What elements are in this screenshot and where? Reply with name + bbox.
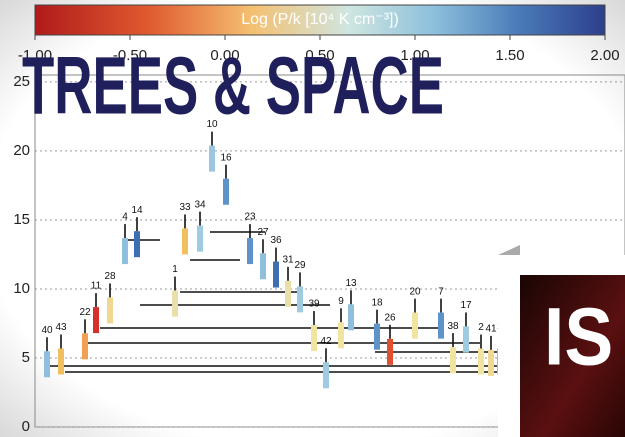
y-tick-label: 15	[13, 211, 30, 228]
leaf-label: 9	[338, 296, 344, 307]
leaf-segment	[478, 349, 484, 375]
leaf-segment	[273, 262, 279, 288]
leaf-label: 16	[220, 152, 232, 163]
leaf-label: 26	[384, 312, 396, 323]
leaf-segment	[450, 347, 456, 373]
leaf-label: 23	[244, 212, 256, 223]
leaf-label: 34	[194, 199, 206, 210]
leaf-segment	[247, 238, 253, 264]
leaf-label: 43	[55, 322, 67, 333]
inset-text: IS I	[544, 292, 625, 383]
y-tick-label: 20	[13, 142, 30, 159]
colorbar-tick-label: 2.00	[590, 47, 619, 64]
leaf-segment	[338, 322, 344, 348]
leaf-segment	[44, 351, 50, 377]
leaf-label: 42	[320, 336, 332, 347]
y-tick-label: 5	[22, 349, 30, 366]
leaf-label: 27	[257, 227, 269, 238]
leaf-label: 40	[41, 325, 53, 336]
leaf-label: 39	[308, 299, 320, 310]
leaf-label: 41	[485, 324, 497, 335]
leaf-segment	[134, 231, 140, 257]
leaf-segment	[223, 179, 229, 205]
leaf-label: 2	[478, 322, 484, 333]
leaf-label: 29	[294, 260, 306, 271]
y-tick-label: 10	[13, 280, 30, 297]
leaf-label: 13	[345, 278, 357, 289]
leaf-segment	[323, 362, 329, 388]
leaf-segment	[412, 313, 418, 339]
leaf-segment	[348, 304, 354, 330]
leaf-segment	[122, 238, 128, 264]
leaf-segment	[182, 228, 188, 254]
leaf-label: 22	[79, 307, 91, 318]
leaf-label: 4	[122, 212, 128, 223]
leaf-segment	[93, 307, 99, 333]
leaf-label: 38	[447, 321, 459, 332]
leaf-label: 31	[282, 255, 294, 266]
leaf-segment	[82, 333, 88, 359]
leaf-label: 33	[179, 202, 191, 213]
thumbnail: Log (P/k [10⁴ K cm⁻³]) -1.00-0.500.000.5…	[0, 0, 625, 437]
leaf-label: 1	[172, 264, 178, 275]
headline: TREES & SPACE	[22, 41, 444, 132]
leaf-segment	[172, 291, 178, 317]
leaf-label: 28	[104, 271, 116, 282]
leaf-segment	[260, 253, 266, 279]
leaf-segment	[463, 326, 469, 352]
leaf-segment	[374, 324, 380, 350]
leaf-label: 20	[409, 286, 421, 297]
leaf-segment	[107, 297, 113, 323]
leaf-segment	[297, 286, 303, 312]
leaf-label: 11	[91, 281, 102, 292]
leaf-label: 7	[438, 286, 444, 297]
colorbar-tick-label: 1.50	[495, 47, 524, 64]
leaf-segment	[197, 226, 203, 252]
leaf-label: 14	[131, 205, 143, 216]
y-tick-label: 0	[22, 418, 30, 435]
leaf-segment	[438, 313, 444, 339]
leaf-segment	[311, 325, 317, 351]
leaf-segment	[488, 350, 494, 376]
leaf-label: 17	[460, 300, 472, 311]
leaf-segment	[387, 339, 393, 365]
leaf-label: 18	[371, 297, 383, 308]
leaf-label: 36	[270, 235, 282, 246]
leaf-segment	[209, 146, 215, 172]
leaf-segment	[58, 349, 64, 375]
colorbar-label: Log (P/k [10⁴ K cm⁻³])	[241, 11, 399, 28]
leaf-segment	[285, 281, 291, 307]
